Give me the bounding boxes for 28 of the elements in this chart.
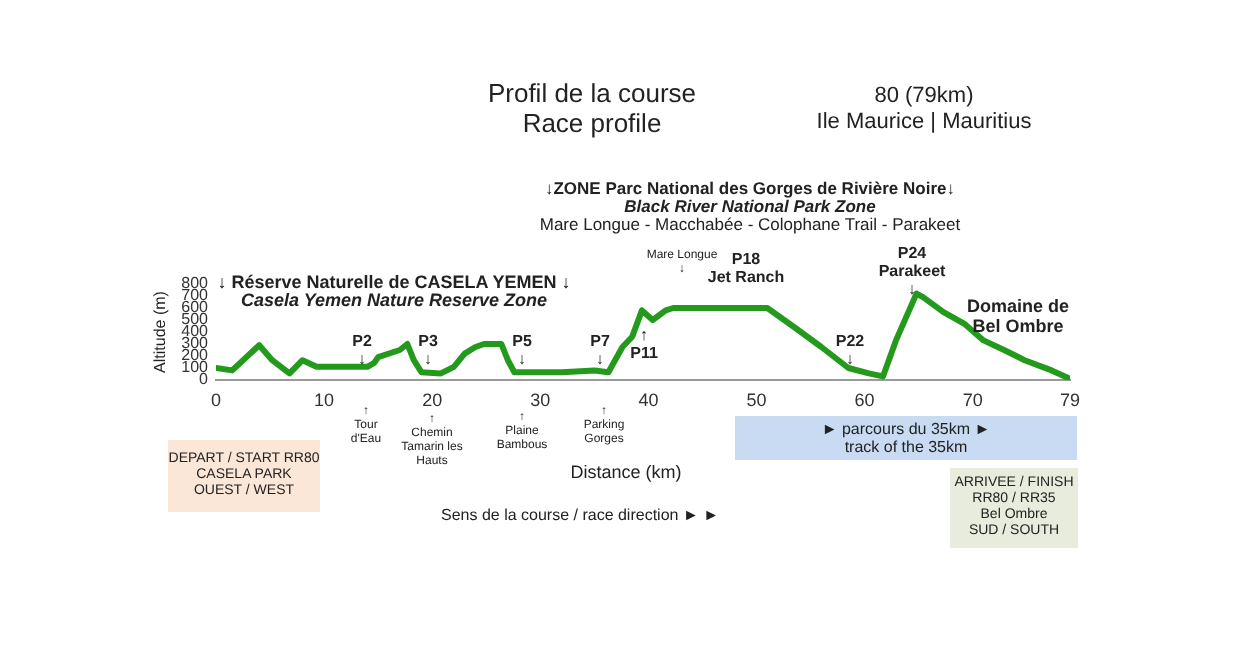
annotation: P22 ↓ xyxy=(835,332,865,369)
annotation: ↑ P11 xyxy=(630,326,658,363)
x-tick-label: 60 xyxy=(854,389,875,410)
annotation: ↓ Réserve Naturelle de CASELA YEMEN ↓ xyxy=(217,272,571,293)
annotation: Casela Yemen Nature Reserve Zone xyxy=(240,290,548,311)
y-axis-title: Altitude (m) xyxy=(150,291,170,373)
x-tick-label: 70 xyxy=(962,389,983,410)
annotation: P3 ↓ xyxy=(418,332,438,369)
text: ► parcours du 35km ► track of the 35km xyxy=(735,416,1077,461)
x-tick-label: 40 xyxy=(638,389,659,410)
text: ↓ZONE Parc National des Gorges de Rivière Noire↓ xyxy=(544,178,956,199)
annotation: P5 ↓ xyxy=(512,332,532,369)
chart-title: Profil de la course Race profile xyxy=(487,78,697,140)
annotation: P24 Parakeet ↓ xyxy=(878,244,946,300)
chart-subtitle: 80 (79km) Ile Maurice | Mauritius xyxy=(816,84,1032,135)
annotation: P7 ↓ xyxy=(590,332,610,369)
text: Mare Longue - Macchabée - Colophane Trail - Parakeet xyxy=(539,214,961,236)
x-tick-label: 79 xyxy=(1059,389,1081,410)
x-tick-label: 20 xyxy=(422,389,443,410)
x-tick-label: 30 xyxy=(530,389,551,410)
x-tick-label: 50 xyxy=(746,389,767,410)
y-tick-label: 0 xyxy=(199,370,210,389)
x-axis-title: Distance (km) xyxy=(570,462,682,483)
annotation: Domaine de Bel Ombre xyxy=(966,296,1070,338)
x-tick-label: 10 xyxy=(314,389,335,410)
text: Black River National Park Zone xyxy=(624,196,876,217)
annotation: P2 ↓ xyxy=(352,332,372,369)
text: Sens de la course / race direction ► ► xyxy=(440,506,720,525)
